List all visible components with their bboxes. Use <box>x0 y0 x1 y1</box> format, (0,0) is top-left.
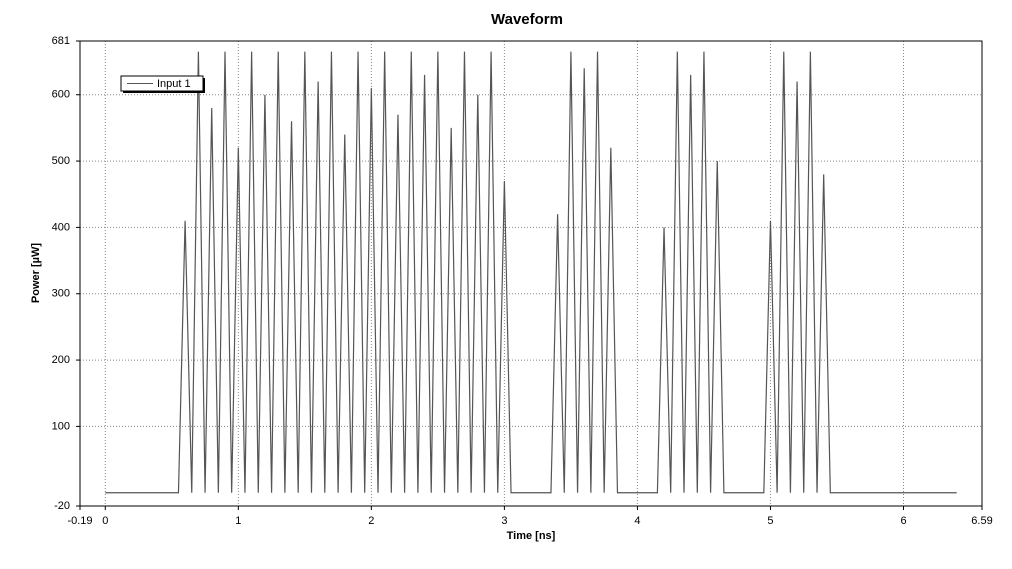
x-tick-label: 5 <box>767 515 773 527</box>
x-tick-label: 3 <box>501 515 507 527</box>
y-tick-label: 100 <box>52 420 70 432</box>
legend-box <box>120 75 204 92</box>
x-axis-label: Time [ns] <box>507 530 556 542</box>
x-tick-label: 6 <box>900 515 906 527</box>
x-tick-label: 4 <box>634 515 640 527</box>
legend-label: Input 1 <box>157 78 191 90</box>
y-tick-label: 600 <box>52 89 70 101</box>
y-tick-label: 500 <box>52 155 70 167</box>
y-axis-label: Power [µW] <box>30 243 42 303</box>
y-tick-label: -20 <box>54 500 70 512</box>
plot-frame <box>79 40 983 507</box>
x-tick-label: 1 <box>235 515 241 527</box>
data-line <box>105 51 957 494</box>
x-tick-label: 2 <box>368 515 374 527</box>
y-tick-label: 300 <box>52 288 70 300</box>
x-tick-label: 0 <box>102 515 108 527</box>
x-tick-label: 6.59 <box>971 515 992 527</box>
x-tick-label: -0.19 <box>67 515 92 527</box>
y-tick-label: 200 <box>52 354 70 366</box>
chart-title: Waveform <box>491 11 563 28</box>
y-tick-label: 681 <box>52 35 70 47</box>
y-tick-label: 400 <box>52 221 70 233</box>
